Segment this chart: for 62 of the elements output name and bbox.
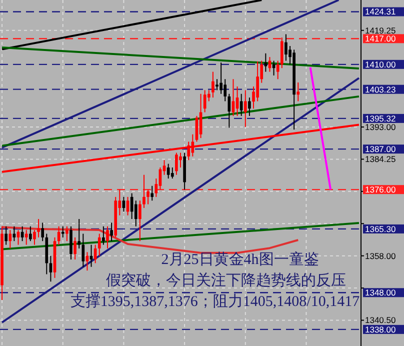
candlestick bbox=[191, 134, 194, 157]
candlestick bbox=[134, 200, 138, 227]
candlestick bbox=[8, 230, 12, 249]
ref-line-label: 1395.32 bbox=[365, 113, 396, 124]
ref-line-label: 1338.00 bbox=[365, 324, 396, 334]
candlestick bbox=[170, 166, 174, 180]
ref-line-label: 1376.00 bbox=[365, 184, 396, 195]
y-tick-label: 1340.50 bbox=[365, 315, 396, 326]
candlestick bbox=[179, 152, 182, 168]
ref-line-label: 1403.23 bbox=[365, 84, 396, 94]
candlestick bbox=[82, 233, 85, 268]
y-tick-label: 1419.25 bbox=[365, 25, 396, 36]
ref-line-label: 1365.30 bbox=[365, 224, 396, 234]
candlestick bbox=[220, 62, 222, 94]
candlestick bbox=[187, 141, 190, 161]
candlestick bbox=[29, 226, 32, 242]
candlestick bbox=[203, 90, 206, 113]
candlestick bbox=[78, 218, 81, 249]
candlestick bbox=[110, 222, 113, 242]
candlestick bbox=[102, 226, 105, 246]
ref-line-label: 1387.00 bbox=[365, 144, 396, 154]
candlestick bbox=[37, 218, 40, 238]
candlestick bbox=[244, 90, 247, 128]
candlestick bbox=[232, 78, 235, 116]
annotation: 假突破，今日关注下降趋势线的反压 bbox=[106, 272, 346, 289]
candlestick bbox=[150, 185, 154, 202]
annotation: 2月25日黄金4h图一童鉴 bbox=[161, 251, 319, 268]
candlestick bbox=[216, 78, 218, 91]
candlestick bbox=[175, 152, 178, 176]
candlestick bbox=[138, 200, 142, 242]
candlestick bbox=[41, 222, 44, 242]
candlestick bbox=[240, 93, 243, 116]
ref-line-label: 1417.00 bbox=[365, 34, 396, 44]
y-tick-label: 1358.00 bbox=[365, 250, 396, 261]
candlestick bbox=[98, 233, 101, 256]
candlestick bbox=[142, 174, 146, 208]
annotation: 支撑1395,1387,1376；阻力1405,1408/10,1417 bbox=[70, 293, 360, 310]
y-tick-label: 1384.25 bbox=[365, 154, 396, 164]
candlestick bbox=[284, 34, 288, 62]
candlestick bbox=[106, 226, 109, 249]
ref-line-label: 1410.00 bbox=[365, 59, 396, 70]
candlestick bbox=[33, 230, 36, 246]
candlestick bbox=[166, 163, 170, 180]
candlestick bbox=[146, 189, 150, 205]
candlestick bbox=[66, 226, 68, 242]
candlestick bbox=[280, 37, 284, 69]
candlestick bbox=[12, 226, 16, 242]
candlestick bbox=[212, 71, 214, 98]
candlestick bbox=[74, 236, 76, 260]
candlestick bbox=[49, 255, 52, 282]
candlestick bbox=[24, 230, 28, 246]
candlestick bbox=[296, 82, 300, 102]
y-tick-label: 1393.00 bbox=[365, 122, 396, 132]
candlestick bbox=[70, 226, 72, 260]
ref-line-label: 1348.00 bbox=[365, 288, 396, 298]
candlestick bbox=[224, 78, 227, 102]
candlestick bbox=[256, 60, 259, 102]
candlestick bbox=[264, 52, 268, 72]
candlestick bbox=[248, 97, 251, 116]
ref-line-label: 1424.31 bbox=[365, 6, 396, 17]
candlestick bbox=[4, 226, 8, 246]
candlestick bbox=[276, 60, 280, 80]
